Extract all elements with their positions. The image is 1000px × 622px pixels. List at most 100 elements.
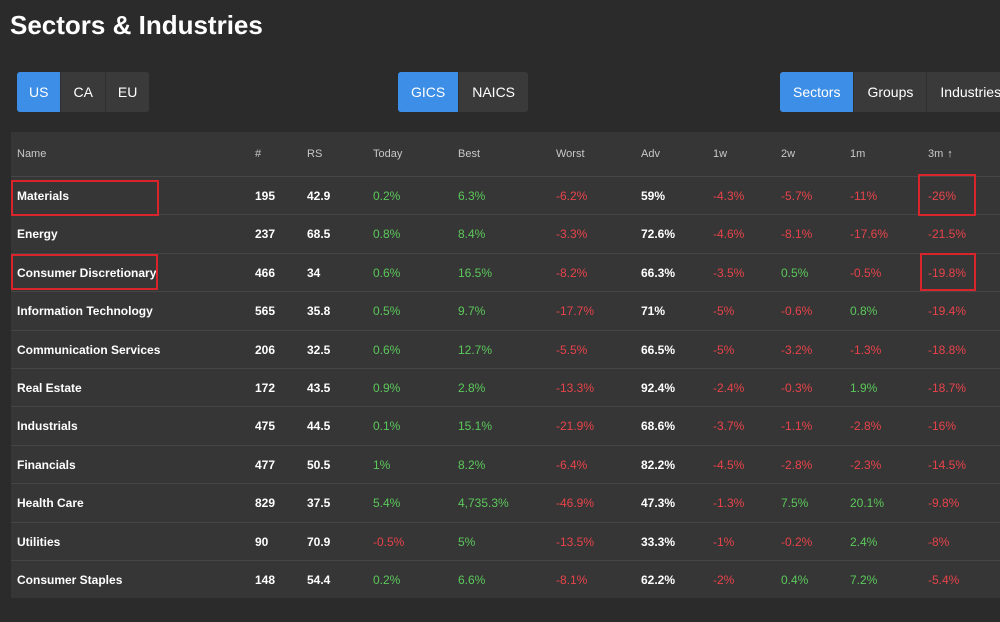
cell-worst: -46.9% bbox=[556, 496, 595, 511]
table-row[interactable]: Utilities 90 70.9 -0.5% 5% -13.5% 33.3% -1% -0.2… bbox=[11, 523, 1000, 561]
column-header-worst[interactable]: Worst bbox=[556, 148, 585, 160]
view-sectors-button[interactable]: Sectors bbox=[780, 72, 855, 112]
classification-toggle: GICS NAICS bbox=[398, 72, 529, 112]
cell-m1: -17.6% bbox=[850, 227, 889, 242]
table-row[interactable]: Communication Services 206 32.5 0.6% 12.7% -5… bbox=[11, 331, 1000, 369]
cell-m3: -26% bbox=[928, 189, 957, 203]
cell-rs: 70.9 bbox=[307, 534, 331, 549]
table-row[interactable]: Consumer Staples 148 54.4 0.2% 6.6% -8.1% 62.2… bbox=[11, 561, 1000, 599]
cell-count: 148 bbox=[255, 572, 276, 587]
cell-m3: -19.8% bbox=[928, 265, 967, 280]
cell-best: 15.1% bbox=[458, 419, 493, 434]
cell-name[interactable]: Materials bbox=[17, 189, 70, 203]
cell-adv: 62.2% bbox=[641, 572, 676, 587]
cell-worst: -5.5% bbox=[556, 342, 588, 357]
column-header-1m[interactable]: 1m bbox=[850, 148, 866, 160]
cell-w2: -0.3% bbox=[781, 380, 813, 395]
cell-w2: -5.7% bbox=[781, 189, 813, 203]
cell-w1: -1% bbox=[713, 534, 735, 549]
cell-name[interactable]: Consumer Staples bbox=[17, 572, 123, 587]
table-row[interactable]: Financials 477 50.5 1% 8.2% -6.4% 82.2% -4.5% -2… bbox=[11, 446, 1000, 485]
region-ca-button[interactable]: CA bbox=[61, 72, 106, 112]
cell-w2: 0.5% bbox=[781, 265, 809, 280]
table-row[interactable]: Energy 237 68.5 0.8% 8.4% -3.3% 72.6% -4.6% -8.1… bbox=[11, 215, 1000, 254]
cell-name[interactable]: Real Estate bbox=[17, 380, 82, 395]
table-row[interactable]: Industrials 475 44.5 0.1% 15.1% -21.9% 68.6% -3… bbox=[11, 407, 1000, 446]
cell-count: 477 bbox=[255, 457, 276, 472]
cell-m1: -2.3% bbox=[850, 457, 882, 472]
view-industries-button[interactable]: Industries bbox=[927, 72, 1000, 112]
cell-today: 0.6% bbox=[373, 342, 401, 357]
cell-name[interactable]: Communication Services bbox=[17, 342, 161, 357]
cell-worst: -21.9% bbox=[556, 419, 595, 434]
cell-adv: 66.5% bbox=[641, 342, 676, 357]
cell-rs: 32.5 bbox=[307, 342, 331, 357]
column-header-today[interactable]: Today bbox=[373, 148, 403, 160]
cell-m3: -18.7% bbox=[928, 380, 967, 395]
cell-best: 2.8% bbox=[458, 380, 486, 395]
cell-worst: -8.1% bbox=[556, 572, 588, 587]
column-header-3m[interactable]: 3m ↑ bbox=[928, 132, 953, 176]
sectors-table: Name # RS Today Best Worst Adv 1w 2w 1m … bbox=[11, 132, 1000, 598]
cell-m1: -1.3% bbox=[850, 342, 882, 357]
cell-adv: 47.3% bbox=[641, 496, 676, 511]
region-toggle: US CA EU bbox=[17, 72, 150, 112]
cell-m1: -2.8% bbox=[850, 419, 882, 434]
cell-w1: -3.5% bbox=[713, 265, 745, 280]
cell-w1: -4.5% bbox=[713, 457, 745, 472]
cell-name[interactable]: Financials bbox=[17, 457, 76, 472]
table-header: Name # RS Today Best Worst Adv 1w 2w 1m … bbox=[11, 132, 1000, 177]
table-row[interactable]: Health Care 829 37.5 5.4% 4,735.3% -46.9% 47.3… bbox=[11, 484, 1000, 523]
cell-rs: 34 bbox=[307, 265, 321, 280]
cell-rs: 44.5 bbox=[307, 419, 331, 434]
cell-today: 0.1% bbox=[373, 419, 401, 434]
cell-count: 475 bbox=[255, 419, 276, 434]
table-row[interactable]: Consumer Discretionary 466 34 0.6% 16.5% -8.2… bbox=[11, 254, 1000, 293]
cell-w2: 7.5% bbox=[781, 496, 809, 511]
cell-worst: -6.2% bbox=[556, 189, 588, 203]
cell-name[interactable]: Information Technology bbox=[17, 304, 153, 319]
cell-w2: -8.1% bbox=[781, 227, 813, 242]
cell-worst: -3.3% bbox=[556, 227, 588, 242]
cell-worst: -17.7% bbox=[556, 304, 595, 319]
view-toggle: Sectors Groups Industries bbox=[780, 72, 1000, 112]
cell-best: 4,735.3% bbox=[458, 496, 509, 511]
column-header-rs[interactable]: RS bbox=[307, 148, 323, 160]
table-row[interactable]: Real Estate 172 43.5 0.9% 2.8% -13.3% 92.4% -2.… bbox=[11, 369, 1000, 408]
cell-name[interactable]: Utilities bbox=[17, 534, 61, 549]
cell-count: 237 bbox=[255, 227, 276, 242]
cell-adv: 59% bbox=[641, 189, 666, 203]
cell-m3: -19.4% bbox=[928, 304, 967, 319]
cell-best: 6.6% bbox=[458, 572, 486, 587]
region-us-button[interactable]: US bbox=[17, 72, 62, 112]
cell-w2: 0.4% bbox=[781, 572, 809, 587]
cell-w2: -3.2% bbox=[781, 342, 813, 357]
column-header-adv[interactable]: Adv bbox=[641, 148, 660, 160]
view-groups-button[interactable]: Groups bbox=[854, 72, 928, 112]
table-row[interactable]: Information Technology 565 35.8 0.5% 9.7% -17… bbox=[11, 292, 1000, 331]
cell-today: 0.2% bbox=[373, 572, 401, 587]
cell-name[interactable]: Industrials bbox=[17, 419, 78, 434]
cell-name[interactable]: Consumer Discretionary bbox=[17, 265, 157, 280]
cell-w1: -4.3% bbox=[713, 189, 745, 203]
cell-today: 0.9% bbox=[373, 380, 401, 395]
cell-today: 0.6% bbox=[373, 265, 401, 280]
column-header-name[interactable]: Name bbox=[17, 148, 47, 160]
cell-rs: 50.5 bbox=[307, 457, 331, 472]
classification-naics-button[interactable]: NAICS bbox=[459, 72, 529, 112]
cell-today: 5.4% bbox=[373, 496, 401, 511]
classification-gics-button[interactable]: GICS bbox=[398, 72, 460, 112]
column-header-count[interactable]: # bbox=[255, 148, 262, 160]
cell-today: 0.2% bbox=[373, 189, 401, 203]
cell-adv: 82.2% bbox=[641, 457, 676, 472]
column-header-1w[interactable]: 1w bbox=[713, 148, 728, 160]
cell-worst: -13.5% bbox=[556, 534, 595, 549]
column-header-2w[interactable]: 2w bbox=[781, 148, 796, 160]
cell-name[interactable]: Health Care bbox=[17, 496, 84, 511]
region-eu-button[interactable]: EU bbox=[105, 72, 150, 112]
column-header-best[interactable]: Best bbox=[458, 148, 481, 160]
cell-name[interactable]: Energy bbox=[17, 227, 58, 242]
cell-w2: -2.8% bbox=[781, 457, 813, 472]
cell-m1: -0.5% bbox=[850, 265, 882, 280]
table-row[interactable]: Materials 195 42.9 0.2% 6.3% -6.2% 59% -4.3% -5.… bbox=[11, 177, 1000, 216]
